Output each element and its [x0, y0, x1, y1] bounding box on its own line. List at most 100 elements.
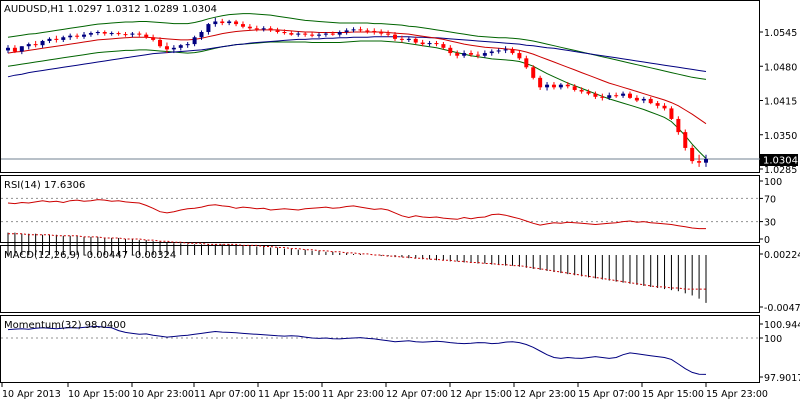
candle-body	[61, 37, 66, 40]
rsi-panel-frame	[0, 175, 760, 243]
candle-body	[565, 84, 570, 87]
candle-body	[88, 33, 93, 35]
candle-body	[323, 33, 328, 35]
candle-body	[524, 58, 529, 68]
macd-tick-label: -0.00479	[764, 303, 800, 314]
price-tick-label: 1.0285	[764, 165, 797, 176]
candle-body	[704, 158, 708, 163]
candle-body	[185, 44, 190, 46]
candle-body	[47, 38, 52, 41]
candle-body	[227, 21, 232, 24]
candle-body	[289, 33, 294, 35]
candle-body	[600, 96, 605, 98]
time-axis-label: 12 Apr 23:00	[514, 389, 576, 400]
candle-body	[109, 33, 114, 35]
price-tick-label: 1.0480	[764, 62, 797, 73]
rsi-tick-label: 0	[764, 235, 770, 246]
candle-body	[102, 32, 107, 34]
candle-body	[240, 24, 245, 27]
candle-body	[420, 42, 425, 45]
current-price-label: 1.0304	[763, 156, 798, 167]
candle-body	[310, 34, 315, 36]
candle-body	[413, 38, 418, 43]
price-tick-label: 1.0545	[764, 28, 797, 39]
time-axis-label: 15 Apr 07:00	[578, 389, 640, 400]
tick-label-layer: 1.05451.04801.04151.03501.0285100703000.…	[1, 28, 800, 400]
candle-body	[399, 38, 404, 40]
candle-body	[330, 33, 335, 35]
candle-body	[669, 108, 674, 119]
candle-body	[496, 50, 501, 52]
candle-body	[12, 47, 17, 52]
candle-body	[406, 38, 411, 40]
candle-body	[551, 84, 556, 88]
momentum-tick-label: 100.9446	[764, 320, 800, 331]
candle-body	[641, 98, 646, 101]
candle-body	[621, 93, 626, 96]
candle-body	[33, 44, 38, 46]
momentum-series-layer	[1, 325, 759, 375]
candle-body	[372, 30, 377, 32]
candle-body	[462, 53, 467, 56]
candle-body	[116, 33, 121, 35]
candle-body	[234, 21, 239, 25]
candle-body	[386, 33, 391, 35]
macd-panel-label: MACD(12,26,9) -0.00447 -0.00324	[4, 250, 176, 261]
candle-body	[220, 21, 225, 24]
candle-body	[697, 161, 702, 163]
ma-short-line	[7, 29, 707, 125]
candle-body	[199, 32, 204, 38]
candle-body	[489, 51, 494, 54]
candle-body	[19, 46, 24, 52]
candle-body	[144, 34, 149, 38]
candle-body	[54, 38, 59, 40]
candle-body	[303, 33, 308, 35]
candle-body	[75, 35, 80, 37]
time-axis-label: 10 Apr 15:00	[68, 389, 130, 400]
candle-body	[662, 105, 667, 109]
momentum-line	[7, 325, 707, 375]
momentum-panel-label: Momentum(32) 98.0400	[4, 320, 126, 331]
candle-body	[614, 95, 619, 97]
candle-body	[441, 44, 446, 48]
candle-body	[676, 118, 681, 133]
candle-body	[95, 32, 100, 34]
time-axis-label: 10 Apr 2013	[2, 389, 61, 400]
candle-body	[531, 67, 536, 78]
rsi-tick-label: 100	[764, 177, 782, 188]
candle-body	[683, 132, 688, 148]
candle-body	[648, 98, 653, 104]
candle-body	[351, 29, 356, 31]
candle-body	[344, 30, 349, 32]
candle-body	[517, 53, 522, 59]
candle-body	[538, 77, 543, 88]
candle-body	[455, 53, 460, 56]
candle-body	[545, 84, 550, 88]
candle-body	[82, 34, 87, 37]
momentum-tick-label: 100	[764, 334, 782, 345]
time-axis-label: 15 Apr 15:00	[642, 389, 704, 400]
current-price-box	[760, 154, 798, 166]
candle-body	[282, 32, 287, 34]
candle-body	[579, 89, 584, 92]
candle-body	[607, 95, 612, 98]
time-axis-label: 12 Apr 07:00	[386, 389, 448, 400]
ma-long-line	[7, 36, 707, 78]
macd-panel-frame	[0, 245, 760, 313]
candle-body	[365, 30, 370, 32]
candle-body	[137, 33, 142, 35]
candle-body	[393, 34, 398, 39]
time-axis-label: 10 Apr 23:00	[132, 389, 194, 400]
candle-body	[40, 40, 45, 46]
candle-body	[68, 35, 73, 38]
lower-band-line	[7, 40, 707, 159]
rsi-line	[7, 199, 706, 230]
candle-body	[178, 45, 183, 48]
candle-body	[593, 93, 598, 97]
time-axis-label: 11 Apr 15:00	[258, 389, 320, 400]
candle-body	[296, 33, 301, 35]
time-axis-label: 11 Apr 23:00	[322, 389, 384, 400]
candle-body	[254, 28, 259, 30]
rsi-tick-label: 70	[764, 194, 776, 205]
